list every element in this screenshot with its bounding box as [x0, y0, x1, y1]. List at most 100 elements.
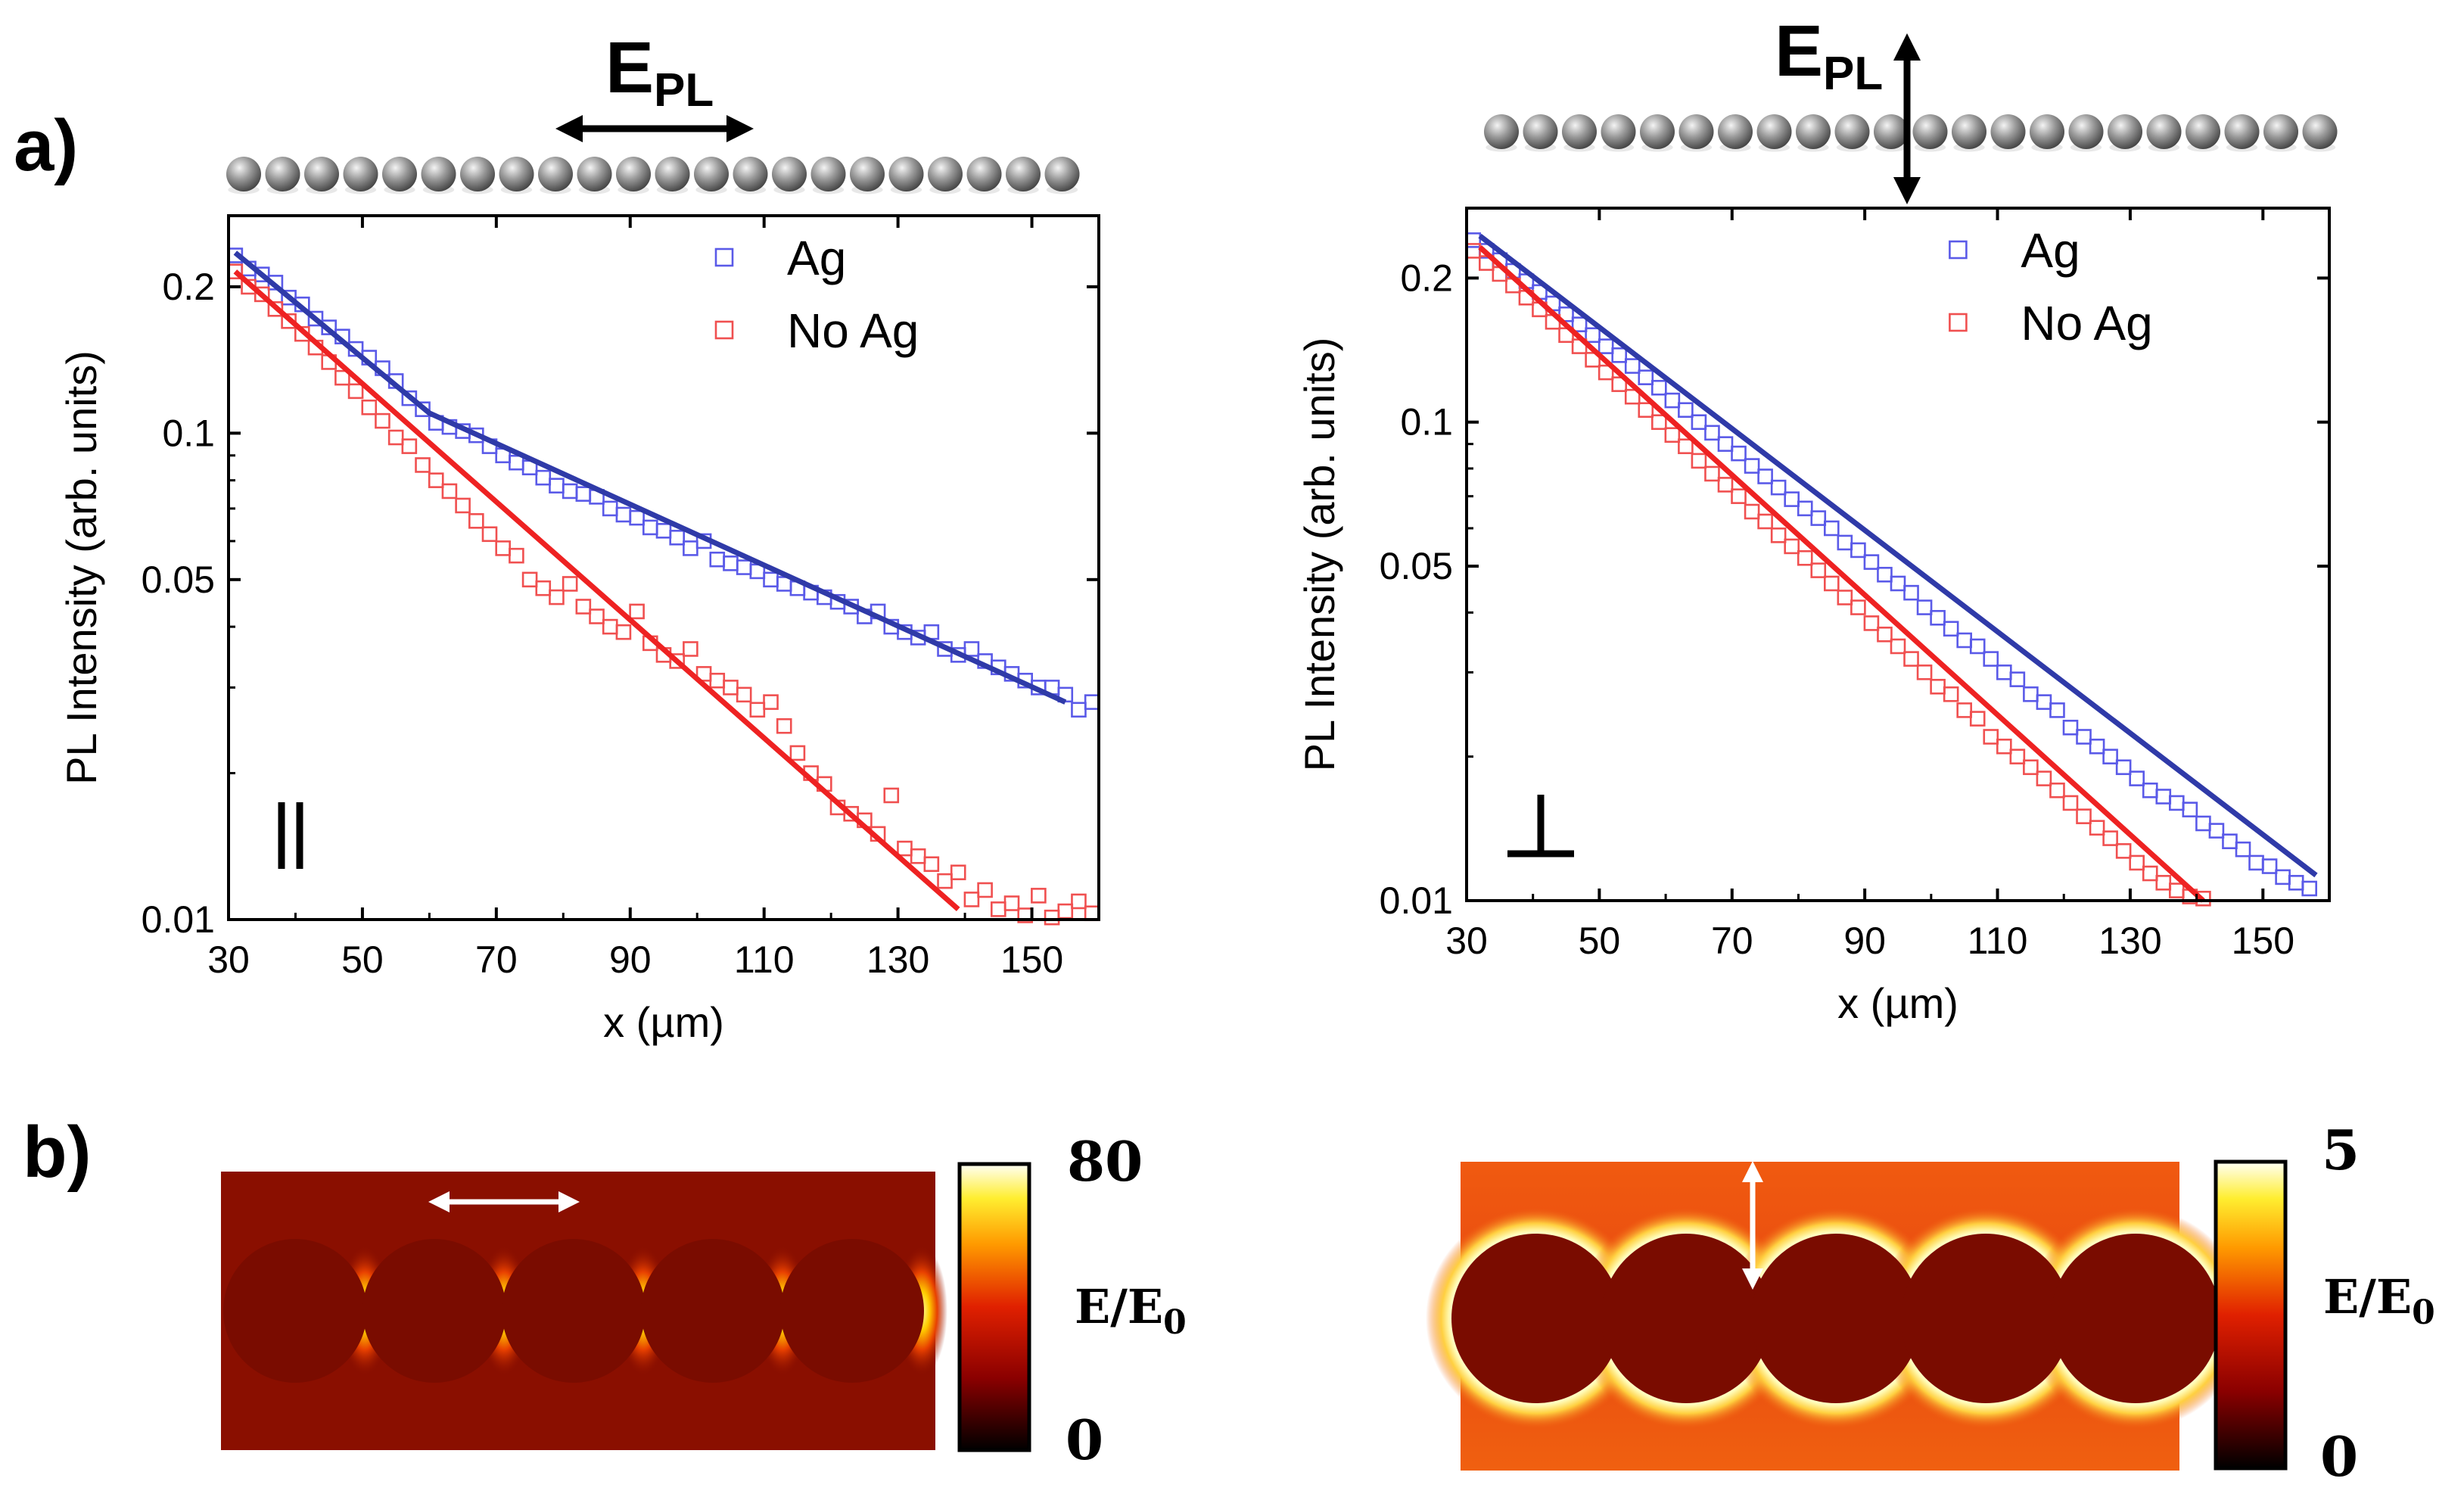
data-point-ag: [1611, 347, 1627, 363]
field-map-parallel: [221, 1172, 947, 1450]
x-tick-label: 110: [1968, 920, 2028, 962]
data-point-no-ag: [455, 497, 471, 514]
data-point-no-ag: [575, 599, 592, 615]
data-point-no-ag: [1863, 615, 1880, 631]
data-point-ag: [669, 530, 685, 546]
data-point-ag: [549, 478, 565, 494]
data-point-ag: [2288, 875, 2304, 891]
data-point-ag: [1638, 369, 1654, 385]
data-point-no-ag: [2155, 875, 2172, 891]
data-point-no-ag: [615, 624, 632, 640]
nanoparticle-chain-parallel: [226, 157, 1080, 195]
data-point-ag: [2023, 686, 2039, 702]
nanosphere: [1484, 114, 1519, 149]
data-point-ag: [2182, 801, 2198, 817]
data-point-no-ag: [1824, 575, 1840, 592]
data-point-ag: [1850, 542, 1866, 559]
nanosphere: [2224, 114, 2260, 149]
x-tick-label: 70: [475, 938, 518, 981]
data-point-ag: [683, 540, 698, 556]
data-point-ag: [629, 509, 645, 526]
data-point-ag: [2115, 759, 2132, 776]
data-point-no-ag: [789, 745, 806, 761]
data-point-ag: [1571, 316, 1588, 332]
nanosphere: [577, 157, 612, 191]
nanosphere: [304, 157, 339, 191]
field-map-sphere: [780, 1239, 924, 1383]
data-point-no-ag: [1916, 665, 1933, 680]
nanosphere: [1601, 114, 1636, 149]
data-point-ag: [1717, 436, 1734, 452]
legend-label: No Ag: [787, 303, 919, 358]
data-point-no-ag: [1057, 903, 1074, 920]
data-point-ag: [415, 401, 431, 418]
data-point-ag: [1704, 425, 1720, 441]
data-point-no-ag: [2023, 759, 2039, 776]
data-point-no-ag: [1691, 453, 1707, 469]
data-point-no-ag: [1837, 590, 1853, 605]
nanosphere: [1756, 114, 1792, 149]
data-point-no-ag: [1969, 711, 1986, 727]
nanosphere: [2030, 114, 2064, 149]
field-map-sphere: [1601, 1234, 1771, 1403]
data-point-ag: [2089, 738, 2105, 755]
x-tick-label: 130: [866, 938, 929, 981]
field-map-spheres-perpendicular: [1451, 1234, 2220, 1403]
data-point-no-ag: [736, 686, 752, 703]
data-point-ag: [575, 486, 592, 502]
data-point-ag: [1784, 491, 1800, 507]
data-point-ag: [1863, 554, 1880, 570]
data-point-no-ag: [897, 840, 913, 857]
fit-line-ag-fit: [233, 251, 1067, 705]
data-point-ag: [723, 556, 739, 571]
data-point-ag: [1903, 584, 1919, 601]
data-point-ag: [1824, 520, 1840, 537]
data-point-ag: [1810, 510, 1827, 526]
nanosphere: [1044, 157, 1080, 191]
data-point-no-ag: [2102, 830, 2118, 846]
field-map-sphere: [362, 1239, 506, 1383]
legend-label: No Ag: [2021, 296, 2152, 350]
data-point-ag: [509, 454, 524, 471]
data-point-ag: [2222, 833, 2238, 849]
data-point-ag: [2301, 880, 2317, 897]
data-point-ag: [1996, 665, 2012, 680]
nanosphere: [1640, 114, 1675, 149]
data-point-no-ag: [428, 472, 444, 488]
data-point-no-ag: [1943, 686, 1959, 702]
nanosphere: [616, 157, 651, 191]
data-point-no-ag: [910, 848, 926, 864]
data-point-no-ag: [963, 892, 980, 907]
y-axis-label: PL Intensity (arb. units): [58, 350, 105, 785]
data-point-no-ag: [1003, 895, 1020, 911]
legend-marker: [1949, 313, 1968, 332]
data-point-no-ag: [709, 672, 726, 689]
data-point-no-ag: [776, 717, 792, 734]
data-point-no-ag: [991, 901, 1006, 917]
legend-marker: [714, 320, 734, 340]
data-point-no-ag: [347, 383, 364, 400]
data-point-no-ag: [535, 580, 552, 596]
x-tick-label: 90: [609, 938, 652, 981]
data-point-no-ag: [1784, 538, 1800, 555]
nanosphere: [499, 157, 534, 191]
data-point-no-ag: [1890, 638, 1906, 655]
e-pl-label-perpendicular: EPL: [1775, 11, 1883, 100]
data-point-ag: [1770, 479, 1787, 496]
nanosphere: [1562, 114, 1597, 149]
x-tick-label: 30: [1445, 920, 1488, 962]
data-point-ag: [709, 551, 726, 568]
legend-label: Ag: [2021, 223, 2080, 278]
fit-line-no-ag-fit: [1478, 245, 2205, 903]
y-tick-label: 0.01: [1380, 879, 1453, 922]
field-map-sphere: [502, 1239, 646, 1383]
data-point-no-ag: [883, 787, 900, 804]
nanosphere: [226, 157, 261, 191]
data-point-no-ag: [1770, 528, 1787, 543]
nanosphere: [1523, 114, 1558, 149]
nanosphere: [460, 157, 495, 191]
chart-perpendicular: 30 50 70 90 110 130 150 0.01 0.05 0.1 0.2 x (µm) PL …: [1296, 207, 2331, 1027]
data-point-ag: [1744, 458, 1760, 474]
field-map-sphere: [223, 1239, 367, 1383]
data-point-no-ag: [401, 438, 418, 454]
